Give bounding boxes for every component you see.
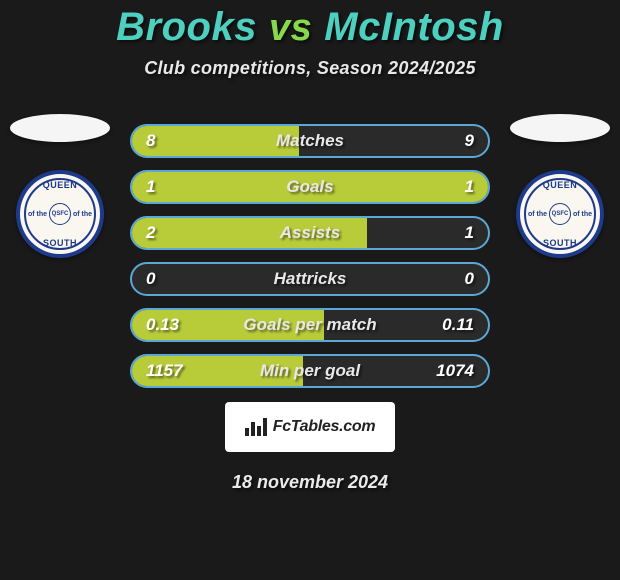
bar-chart-icon (245, 418, 267, 436)
stat-label: Goals per match (243, 315, 376, 335)
badge-top-text: QUEEN (43, 180, 78, 190)
right-avatar-col: QUEEN of the QSFC of the SOUTH (500, 114, 620, 258)
stat-label: Min per goal (260, 361, 360, 381)
badge-center: of the QSFC of the (28, 203, 92, 225)
main-row: QUEEN of the QSFC of the SOUTH 8 Matches 9… (0, 124, 620, 388)
badge-center: of the QSFC of the (528, 203, 592, 225)
stats-column: 8 Matches 9 1 Goals 1 2 Assists 1 0 Hattricks 0 0.13… (130, 124, 490, 388)
left-avatar-col: QUEEN of the QSFC of the SOUTH (0, 114, 120, 258)
stat-bar: 2 Assists 1 (130, 216, 490, 250)
stat-bar: 1157 Min per goal 1074 (130, 354, 490, 388)
stat-left-value: 1 (146, 177, 155, 197)
stat-right-value: 1 (465, 177, 474, 197)
stat-right-value: 1 (465, 223, 474, 243)
stat-bar: 8 Matches 9 (130, 124, 490, 158)
stat-right-value: 0.11 (442, 315, 474, 335)
player1-avatar-placeholder (10, 114, 110, 142)
stat-left-value: 2 (146, 223, 155, 243)
player2-avatar-placeholder (510, 114, 610, 142)
stat-bar: 0.13 Goals per match 0.11 (130, 308, 490, 342)
stat-left-value: 0 (146, 269, 155, 289)
badge-left-small: of the (528, 211, 547, 218)
vs-text: vs (269, 7, 312, 50)
date-text: 18 november 2024 (232, 472, 388, 493)
badge-right-small: of the (573, 211, 592, 218)
badge-bottom-text: SOUTH (543, 238, 577, 248)
stat-label: Hattricks (274, 269, 347, 289)
badge-circle-icon: QSFC (49, 203, 71, 225)
stat-label: Assists (280, 223, 340, 243)
stat-left-value: 0.13 (146, 315, 179, 335)
badge-circle-icon: QSFC (549, 203, 571, 225)
badge-bottom-text: SOUTH (43, 238, 77, 248)
player2-club-badge: QUEEN of the QSFC of the SOUTH (516, 170, 604, 258)
player1-club-badge: QUEEN of the QSFC of the SOUTH (16, 170, 104, 258)
footer-logo-text: FcTables.com (273, 418, 376, 436)
stat-bar: 0 Hattricks 0 (130, 262, 490, 296)
stat-left-value: 8 (146, 131, 155, 151)
stat-label: Goals (286, 177, 333, 197)
stat-label: Matches (276, 131, 344, 151)
title-row: Brooks vs McIntosh (116, 5, 504, 50)
root-container: Brooks vs McIntosh Club competitions, Se… (0, 0, 620, 493)
stat-bar-fill (132, 126, 299, 156)
player2-name: McIntosh (324, 5, 504, 50)
player1-name: Brooks (116, 5, 257, 50)
badge-top-text: QUEEN (543, 180, 578, 190)
badge-left-small: of the (28, 211, 47, 218)
stat-right-value: 0 (465, 269, 474, 289)
subtitle: Club competitions, Season 2024/2025 (144, 58, 476, 79)
stat-right-value: 9 (465, 131, 474, 151)
badge-right-small: of the (73, 211, 92, 218)
stat-bar: 1 Goals 1 (130, 170, 490, 204)
footer-logo[interactable]: FcTables.com (225, 402, 395, 452)
stat-right-value: 1074 (436, 361, 474, 381)
stat-left-value: 1157 (146, 361, 183, 381)
